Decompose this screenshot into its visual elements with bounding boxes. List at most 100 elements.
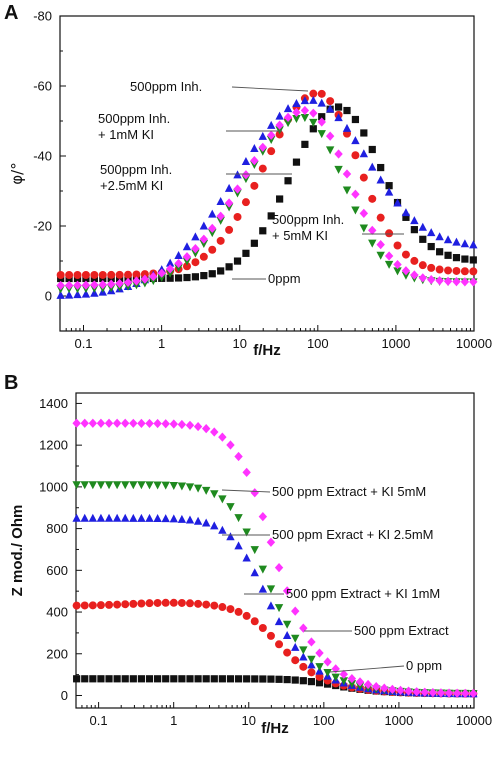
data-point-0ppm-a xyxy=(419,235,427,243)
data-point-500ext1-b xyxy=(153,514,162,523)
data-point-0ppm-a xyxy=(360,129,368,137)
data-point-500ext2.5-b xyxy=(242,528,251,537)
data-point-500inh-a xyxy=(418,261,427,270)
chart-b: 0.1 1 10 100 1000 10000 0 200 400 600 800 1000 1200 1… xyxy=(9,392,492,737)
data-point-0ppm-b xyxy=(307,678,316,686)
data-point-0ppm-a xyxy=(225,263,233,271)
data-point-500ext1-b xyxy=(299,652,308,661)
data-point-500inh5-a xyxy=(165,264,175,274)
x-tick-label-b: 1000 xyxy=(384,713,413,728)
data-point-500inh-a xyxy=(250,181,259,190)
data-point-500inh5-a xyxy=(283,112,293,122)
data-point-500ext1-b xyxy=(291,642,300,651)
data-point-500inh1-a xyxy=(410,216,419,225)
data-point-500ext1-b xyxy=(307,660,316,669)
data-point-500ext5-b xyxy=(291,606,300,616)
data-point-500ext2.5-b xyxy=(145,481,154,490)
data-point-500inh5-a xyxy=(376,240,385,250)
data-point-500inh2.5-a xyxy=(368,239,377,248)
x-tick-label-b: 0.1 xyxy=(90,713,108,728)
data-point-500ext2.5-b xyxy=(185,483,195,492)
data-point-500inh-a xyxy=(241,198,250,207)
data-point-500inh5-a xyxy=(199,234,209,244)
data-point-0ppm-b xyxy=(251,675,259,683)
data-point-500inh1-a xyxy=(208,209,217,218)
data-point-500inh-a xyxy=(124,270,133,279)
data-point-500ext1-b xyxy=(234,541,243,550)
data-point-500inh5-a xyxy=(115,278,124,289)
data-point-500inh1-a xyxy=(64,290,74,299)
y-tick-label-a: 0 xyxy=(45,289,52,304)
data-point-500ext2.5-b xyxy=(218,495,227,504)
data-point-500inh5-a xyxy=(292,107,301,118)
data-point-0ppm-b xyxy=(170,675,178,683)
y-tick-label-b: 800 xyxy=(46,521,68,536)
annotation-0ppm-b: 0 ppm xyxy=(406,658,442,673)
data-point-500inh-a xyxy=(326,97,335,106)
data-point-500ext5-b xyxy=(121,418,130,428)
data-point-500inh1-a xyxy=(325,104,335,113)
data-point-0ppm-b xyxy=(218,675,226,683)
data-point-500ext-b xyxy=(80,601,89,610)
data-point-500inh1-a xyxy=(359,149,369,158)
data-point-500inh-a xyxy=(258,164,267,173)
data-point-500ext5-b xyxy=(428,687,438,698)
data-point-500ext1-b xyxy=(193,516,203,525)
data-point-500ext5-b xyxy=(234,451,243,462)
data-point-500inh-a xyxy=(460,267,469,276)
data-point-500ext5-b xyxy=(104,418,114,428)
data-point-500inh1-a xyxy=(368,162,377,171)
data-point-500inh1-a xyxy=(300,96,310,105)
data-point-0ppm-a xyxy=(343,106,351,115)
data-point-500ext5-b xyxy=(210,427,219,437)
data-point-500ext5-b xyxy=(88,418,98,428)
annotation-500inh1-a: 500ppm Inh. + 1mM KI xyxy=(98,111,170,142)
y-tick-label-a: -40 xyxy=(33,149,52,164)
data-point-0ppm-a xyxy=(385,182,393,190)
data-point-0ppm-b xyxy=(315,679,324,687)
data-point-500ext-b xyxy=(315,672,324,681)
data-point-500inh5-a xyxy=(149,271,158,282)
data-point-500ext-b xyxy=(202,600,211,609)
data-point-500ext1-b xyxy=(250,568,259,577)
data-point-500inh2.5-a xyxy=(208,229,217,238)
data-point-500ext-b xyxy=(145,599,154,608)
data-point-500inh5-a xyxy=(443,276,453,286)
data-point-0ppm-b xyxy=(73,675,81,683)
data-point-500ext1-b xyxy=(104,513,114,522)
data-point-500ext5-b xyxy=(80,418,89,428)
data-point-500inh2.5-a xyxy=(401,271,411,280)
data-point-500inh-a xyxy=(401,250,410,259)
data-point-500inh1-a xyxy=(199,221,209,230)
data-point-500ext5-b xyxy=(461,688,470,698)
data-point-500ext2.5-b xyxy=(299,646,308,655)
data-point-500inh-a xyxy=(208,245,217,254)
data-point-500inh2.5-a xyxy=(342,186,352,195)
data-point-500inh1-a xyxy=(342,123,352,132)
y-tick-label-a: -20 xyxy=(33,219,52,234)
data-point-500inh1-a xyxy=(56,290,65,299)
data-point-500ext1-b xyxy=(169,514,178,523)
x-tick-label-a: 1 xyxy=(158,336,165,351)
data-point-500inh1-a xyxy=(452,237,461,246)
data-point-500inh2.5-a xyxy=(157,273,166,282)
y-tick-label-b: 200 xyxy=(46,646,68,661)
data-point-500ext1-b xyxy=(177,514,187,523)
data-point-500inh5-a xyxy=(224,198,234,208)
data-point-500ext-b xyxy=(72,601,81,610)
data-point-500inh5-a xyxy=(368,225,377,235)
y-axis-title-a: φ/° xyxy=(8,162,26,184)
plot-frame-b xyxy=(75,392,475,709)
data-point-500ext-b xyxy=(210,601,219,610)
data-point-0ppm-a xyxy=(200,272,208,280)
data-point-500ext1-b xyxy=(274,617,284,626)
annotation-500ext2.5-b: 500 ppm Exract + KI 2.5mM xyxy=(272,527,433,542)
data-point-500ext5-b xyxy=(177,419,187,430)
data-point-500ext5-b xyxy=(404,686,413,696)
annotation-leader-500ext5-b xyxy=(221,489,271,493)
data-point-500inh5-a xyxy=(275,120,284,130)
data-point-500inh-a xyxy=(65,270,74,279)
data-point-500ext5-b xyxy=(137,418,146,428)
data-point-0ppm-a xyxy=(469,256,477,264)
